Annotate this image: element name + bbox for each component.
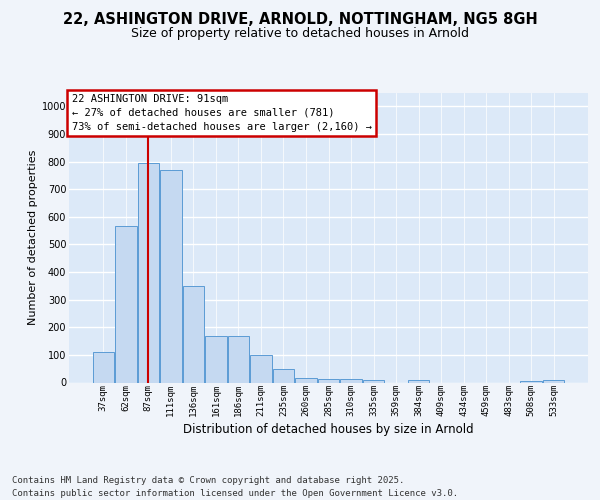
Bar [160,170,182,382]
X-axis label: Distribution of detached houses by size in Arnold: Distribution of detached houses by size … [183,423,474,436]
Bar [273,368,294,382]
Bar [137,163,159,382]
Bar [250,356,272,382]
Bar [363,380,384,382]
Bar [182,286,204,382]
Bar [228,336,249,382]
Y-axis label: Number of detached properties: Number of detached properties [28,150,38,325]
Text: Contains HM Land Registry data © Crown copyright and database right 2025.: Contains HM Land Registry data © Crown c… [12,476,404,485]
Bar [115,226,137,382]
Bar [543,380,565,382]
Text: 22 ASHINGTON DRIVE: 91sqm
← 27% of detached houses are smaller (781)
73% of semi: 22 ASHINGTON DRIVE: 91sqm ← 27% of detac… [71,94,371,132]
Text: Contains public sector information licensed under the Open Government Licence v3: Contains public sector information licen… [12,488,458,498]
Bar [205,336,227,382]
Text: 22, ASHINGTON DRIVE, ARNOLD, NOTTINGHAM, NG5 8GH: 22, ASHINGTON DRIVE, ARNOLD, NOTTINGHAM,… [62,12,538,28]
Bar [92,352,114,382]
Bar [295,378,317,382]
Bar [520,381,542,382]
Bar [340,379,362,382]
Bar [318,379,339,382]
Text: Size of property relative to detached houses in Arnold: Size of property relative to detached ho… [131,28,469,40]
Bar [408,380,429,382]
